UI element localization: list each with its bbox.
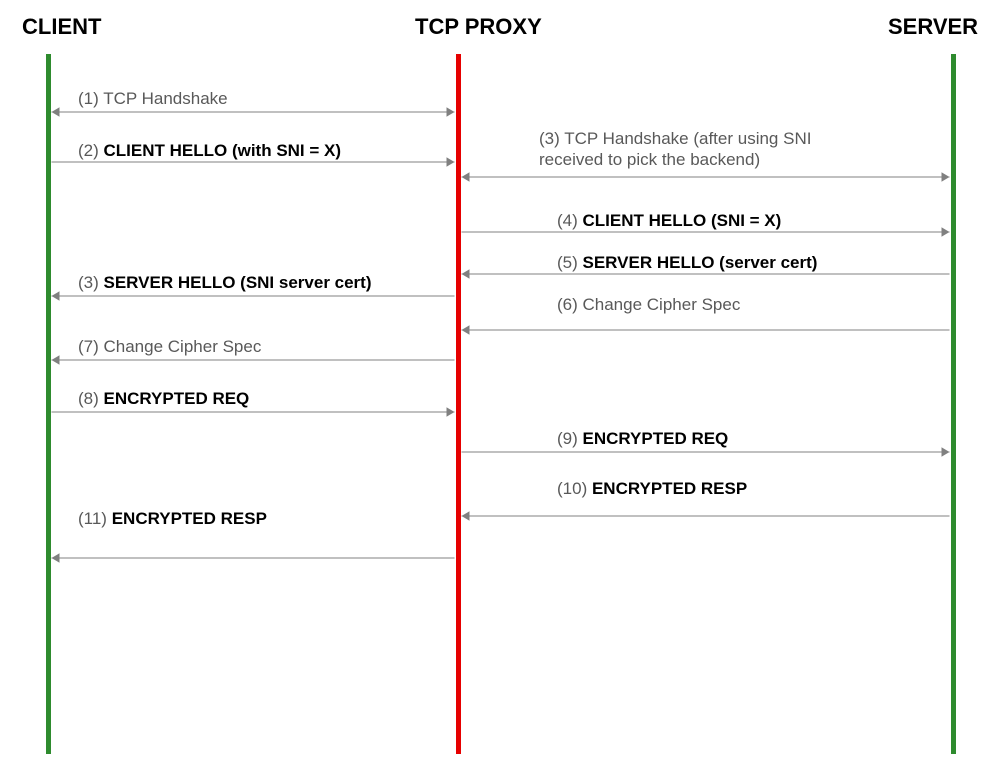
- message-label-m3r: (3) TCP Handshake (after using SNIreceiv…: [539, 128, 811, 171]
- message-arrow-m11: [48, 548, 458, 568]
- actor-label-client: CLIENT: [22, 14, 101, 40]
- message-arrow-m9: [458, 442, 953, 462]
- message-arrow-m10: [458, 506, 953, 526]
- message-arrow-m1: [48, 102, 458, 122]
- message-label-m6: (6) Change Cipher Spec: [557, 294, 740, 315]
- message-label-m10: (10) ENCRYPTED RESP: [557, 478, 747, 499]
- message-arrow-m6: [458, 320, 953, 340]
- message-arrow-m7: [48, 350, 458, 370]
- message-arrow-m5: [458, 264, 953, 284]
- actor-label-proxy: TCP PROXY: [415, 14, 542, 40]
- actor-label-server: SERVER: [888, 14, 978, 40]
- message-label-m11: (11) ENCRYPTED RESP: [78, 508, 267, 529]
- message-arrow-m3r: [458, 167, 953, 187]
- message-arrow-m4: [458, 222, 953, 242]
- message-arrow-m2: [48, 152, 458, 172]
- lifeline-server: [951, 54, 956, 754]
- message-arrow-m3l: [48, 286, 458, 306]
- message-arrow-m8: [48, 402, 458, 422]
